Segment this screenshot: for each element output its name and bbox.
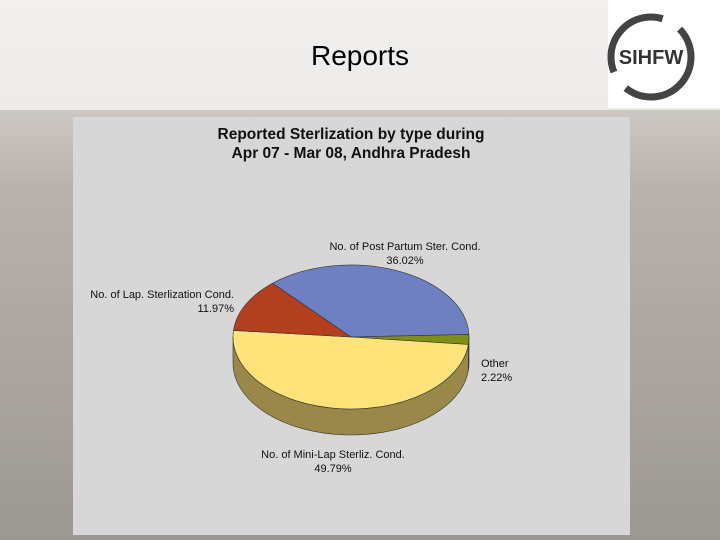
logo-text: SIHFW xyxy=(619,47,684,69)
chart-title: Reported Sterlization by type during xyxy=(218,126,485,143)
slice-value-label: 2.22% xyxy=(481,372,512,384)
slice-value-label: 36.02% xyxy=(386,255,424,267)
slice-label: Other xyxy=(481,358,509,370)
slice-label: No. of Post Partum Ster. Cond. xyxy=(329,241,480,253)
pie-slice xyxy=(232,330,469,410)
pie-slice xyxy=(271,264,470,338)
slice-value-label: 49.79% xyxy=(314,463,352,475)
slice-label: No. of Mini-Lap Sterliz. Cond. xyxy=(261,449,405,461)
slide-title: Reports xyxy=(311,40,409,71)
logo-ring xyxy=(607,13,695,101)
slice-value-label: 11.97% xyxy=(198,303,235,315)
slice-label: No. of Lap. Sterlization Cond. xyxy=(90,289,234,301)
header-band xyxy=(0,0,720,110)
pie-slice xyxy=(233,282,353,338)
chart-title: Apr 07 - Mar 08, Andhra Pradesh xyxy=(232,145,471,162)
